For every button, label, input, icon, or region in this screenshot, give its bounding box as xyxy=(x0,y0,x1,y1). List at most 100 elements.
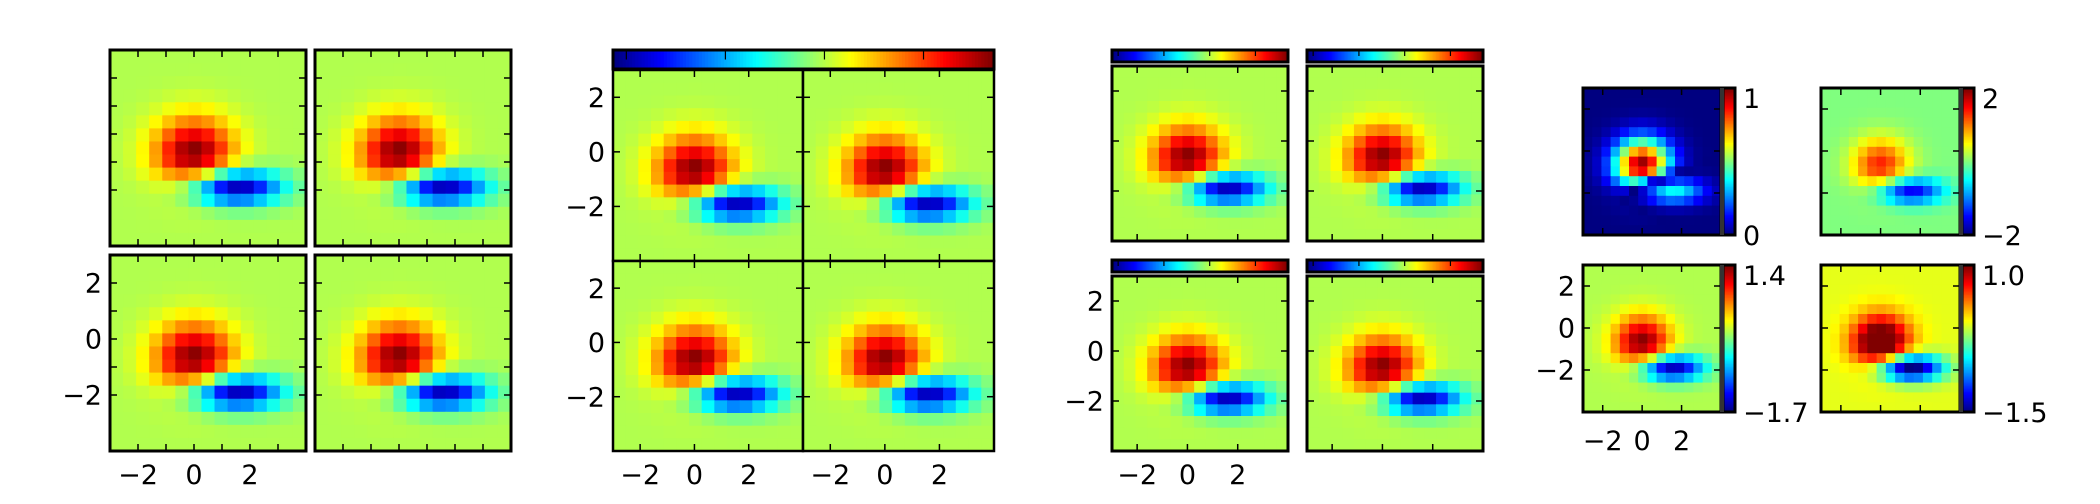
heatmap-cell xyxy=(1424,322,1437,335)
colorbar-segment xyxy=(962,50,967,69)
heatmap-cell xyxy=(1647,353,1658,364)
heatmap-cell xyxy=(1904,176,1915,187)
colorbar-segment xyxy=(1962,108,1974,111)
colorbar-segment xyxy=(1340,260,1343,272)
heatmap-cell xyxy=(1377,77,1390,90)
heatmap-cell xyxy=(1353,357,1367,370)
heatmap-cell xyxy=(1412,112,1425,125)
heatmap-cell xyxy=(815,133,830,147)
heatmap-cell xyxy=(1318,369,1332,382)
colorbar-segment xyxy=(1268,260,1271,272)
heatmap-cell xyxy=(445,411,460,426)
colorbar-segment xyxy=(1962,326,1974,329)
heatmap-cell xyxy=(458,385,473,400)
colorbar-segment xyxy=(1183,50,1186,62)
heatmap-cell xyxy=(1629,186,1639,197)
heatmap-cell xyxy=(803,82,817,97)
heatmap-cell xyxy=(227,167,242,182)
heatmap-cell xyxy=(1895,294,1905,305)
colorbar-segment xyxy=(1962,176,1974,179)
heatmap-cell xyxy=(625,387,639,401)
colorbar-segment xyxy=(1962,167,1974,170)
heatmap-cell xyxy=(841,210,855,224)
heatmap-cell xyxy=(917,311,931,325)
heatmap-cell xyxy=(458,102,473,116)
heatmap-cell xyxy=(638,171,652,186)
heatmap-cell xyxy=(1839,294,1850,305)
colorbar-segment xyxy=(1962,93,1974,96)
heatmap-cell xyxy=(1158,439,1172,452)
colorbar-segment xyxy=(730,50,735,69)
heatmap-cell xyxy=(227,346,242,361)
heatmap-cell xyxy=(292,115,307,129)
colorbar-segment xyxy=(746,50,751,69)
heatmap-cell xyxy=(279,268,294,282)
heatmap-cell xyxy=(981,159,995,173)
heatmap-cell xyxy=(175,359,189,374)
heatmap-cell xyxy=(638,324,652,338)
heatmap-cell xyxy=(1638,353,1648,364)
heatmap-cell xyxy=(613,197,627,211)
heatmap-cell xyxy=(968,197,982,211)
colorbar-segment xyxy=(1478,50,1481,62)
heatmap-cell xyxy=(1424,357,1437,370)
heatmap-cell xyxy=(1922,323,1933,335)
colorbar-segment xyxy=(1723,344,1735,347)
heatmap-cell xyxy=(1638,97,1648,109)
colorbar-segment xyxy=(1267,260,1270,272)
heatmap-cell xyxy=(1629,333,1639,344)
heatmap-cell xyxy=(866,95,880,109)
heatmap-cell xyxy=(406,359,421,374)
colorbar-segment xyxy=(1182,50,1185,62)
heatmap-cell xyxy=(279,50,294,64)
colorbar-segment xyxy=(1200,260,1203,272)
heatmap-cell xyxy=(1241,147,1254,160)
heatmap-cell xyxy=(214,115,229,129)
heatmap-cell xyxy=(1913,127,1924,138)
colorbar-segment xyxy=(1474,50,1477,62)
colorbar-segment xyxy=(1425,260,1428,272)
heatmap-cell xyxy=(1684,205,1694,216)
heatmap-cell xyxy=(930,82,944,97)
colorbar-segment xyxy=(1723,342,1735,345)
colorbar-segment xyxy=(1446,50,1449,62)
heatmap-cell xyxy=(458,167,473,182)
colorbar-segment xyxy=(1472,260,1475,272)
heatmap-cell xyxy=(380,167,394,182)
heatmap-cell xyxy=(1318,136,1332,149)
heatmap-cell xyxy=(110,193,124,208)
colorbar-segment xyxy=(1321,260,1324,272)
heatmap-cell xyxy=(1276,229,1289,242)
heatmap-cell xyxy=(1264,334,1277,347)
colorbar-segment xyxy=(1962,409,1974,412)
heatmap-cell xyxy=(1656,363,1667,374)
heatmap-cell xyxy=(651,337,665,351)
heatmap-cell xyxy=(1365,357,1378,370)
heatmap-cell xyxy=(253,154,268,169)
colorbar-segment xyxy=(1169,260,1172,272)
heatmap-cell xyxy=(110,102,124,116)
heatmap-cell xyxy=(1592,225,1602,236)
heatmap-cell xyxy=(777,349,791,363)
colorbar-segment xyxy=(1475,260,1478,272)
heatmap-cell xyxy=(1264,404,1277,417)
heatmap-cell xyxy=(815,95,830,109)
heatmap-cell xyxy=(1182,427,1195,440)
colorbar-segment xyxy=(632,50,636,69)
colorbar-segment xyxy=(857,50,862,69)
heatmap-cell xyxy=(1459,427,1472,440)
colorbar-segment xyxy=(1962,198,1974,201)
axes-frame xyxy=(1305,274,1485,453)
heatmap-cell xyxy=(149,115,163,129)
heatmap-cell xyxy=(1276,357,1289,370)
heatmap-cell xyxy=(1583,265,1593,276)
heatmap-cell xyxy=(930,349,944,363)
heatmap-cell xyxy=(727,184,741,198)
heatmap-cell xyxy=(458,141,473,156)
colorbar-segment xyxy=(1723,161,1735,164)
heatmap-cell xyxy=(1601,333,1612,344)
heatmap-cell xyxy=(676,273,690,287)
heatmap-cell xyxy=(1365,416,1378,429)
heatmap-cell xyxy=(790,324,804,338)
heatmap-cell xyxy=(1307,124,1320,137)
